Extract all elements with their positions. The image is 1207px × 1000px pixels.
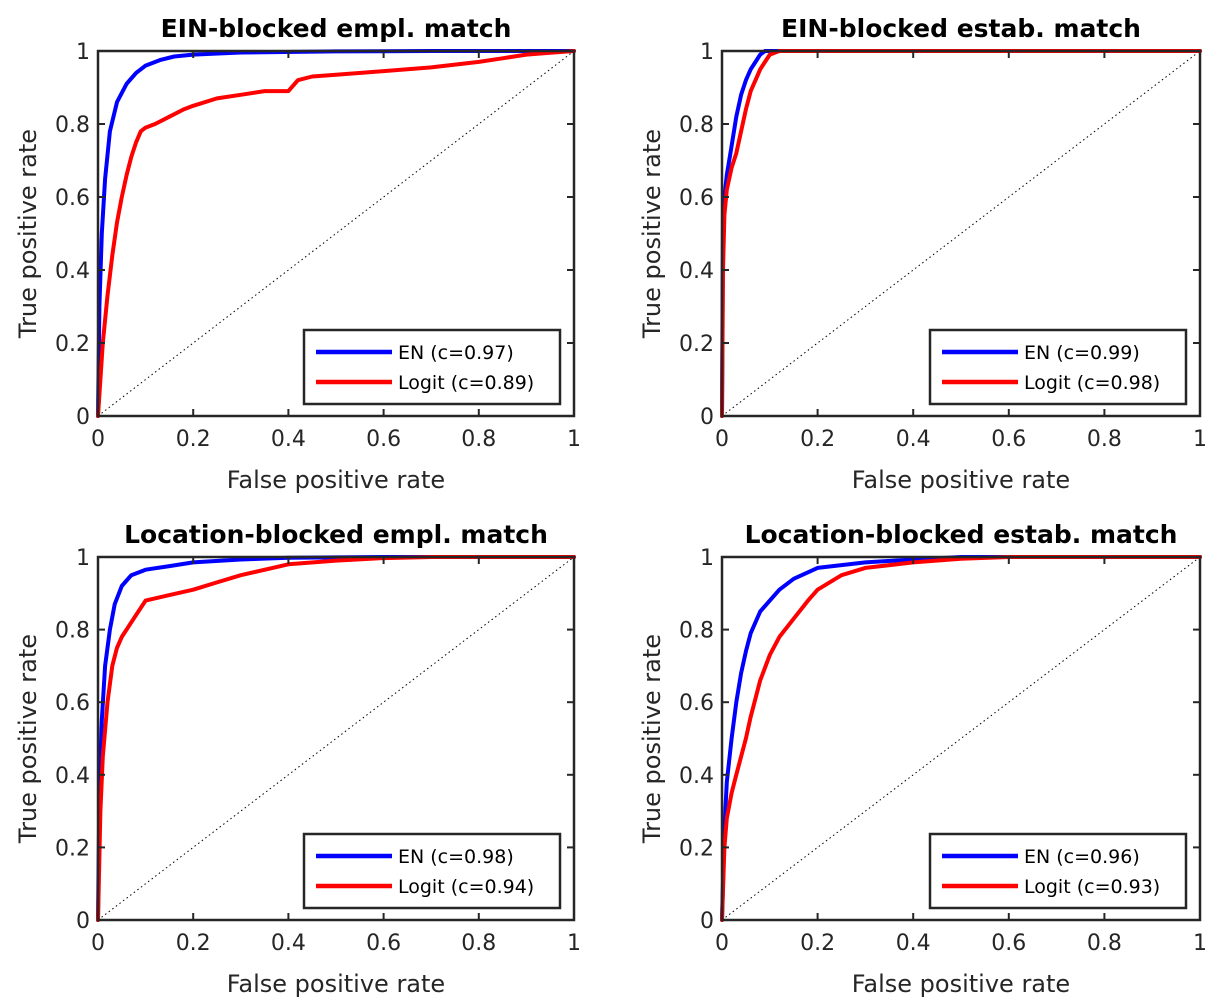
x-tick-label: 0.8	[1087, 427, 1122, 452]
y-tick-label: 0	[700, 909, 714, 934]
x-tick-label: 0.8	[1087, 931, 1122, 956]
y-tick-label: 0.6	[55, 691, 90, 716]
y-tick-label: 0.2	[55, 332, 90, 357]
x-tick-label: 1	[1193, 427, 1207, 452]
y-tick-label: 0.4	[679, 259, 714, 284]
y-tick-label: 1	[700, 40, 714, 65]
x-tick-label: 0.2	[800, 427, 835, 452]
x-tick-label: 0.8	[461, 931, 496, 956]
x-axis-label: False positive rate	[852, 970, 1070, 998]
y-tick-label: 0.8	[679, 113, 714, 138]
roc-panel-1: 0 0.2 0.4 0.6 0.8 1 0 0.2 0.4 0.6 0.8 1 EIN-blocked …	[14, 14, 581, 494]
x-tick-label: 0.2	[176, 931, 211, 956]
legend: EN (c=0.99) Logit (c=0.98)	[928, 328, 1188, 406]
legend-box	[302, 832, 562, 910]
y-tick-label: 0.4	[679, 764, 714, 789]
x-axis-label: False positive rate	[852, 466, 1070, 494]
legend-box	[928, 328, 1188, 406]
legend-entry: Logit (c=0.93)	[1024, 876, 1160, 898]
y-tick-label: 1	[76, 40, 90, 65]
logit-roc-curve	[96, 49, 576, 418]
x-tick-label: 0.2	[176, 427, 211, 452]
y-tick-label: 1	[700, 546, 714, 571]
x-tick-label: 1	[567, 931, 581, 956]
y-tick-label: 0.8	[679, 619, 714, 644]
y-tick-label: 0.2	[679, 836, 714, 861]
axes-box	[720, 555, 1202, 922]
y-tick-label: 0	[76, 405, 90, 430]
legend-box	[302, 328, 562, 406]
chance-diagonal	[97, 50, 575, 417]
logit-roc-curve	[720, 555, 1202, 922]
x-tick-label: 0	[91, 931, 105, 956]
y-tick-label: 1	[76, 546, 90, 571]
y-tick-label: 0.2	[55, 836, 90, 861]
x-tick-label: 0	[715, 427, 729, 452]
y-axis-label: True positive rate	[14, 129, 42, 339]
chance-diagonal	[721, 50, 1201, 417]
logit-roc-curve	[96, 555, 576, 922]
chart-title: EIN-blocked empl. match	[161, 14, 512, 43]
logit-roc-curve	[720, 49, 1202, 418]
x-tick-label: 0.4	[271, 427, 306, 452]
x-tick-label: 0	[91, 427, 105, 452]
y-axis-label: True positive rate	[638, 634, 666, 844]
x-tick-label: 0.6	[366, 931, 401, 956]
y-tick-label: 0.6	[679, 691, 714, 716]
y-tick-label: 0.8	[55, 113, 90, 138]
x-axis-label: False positive rate	[227, 970, 445, 998]
y-tick-label: 0.8	[55, 619, 90, 644]
roc-panel-3: 0 0.2 0.4 0.6 0.8 1 0 0.2 0.4 0.6 0.8 1 Location-blo…	[14, 520, 581, 998]
legend-entry: EN (c=0.97)	[398, 342, 514, 364]
x-tick-label: 0	[715, 931, 729, 956]
x-tick-label: 0.6	[366, 427, 401, 452]
legend-entry: EN (c=0.98)	[398, 846, 514, 868]
axes-box	[96, 49, 576, 418]
axes-box	[96, 555, 576, 922]
x-tick-label: 0.4	[896, 931, 931, 956]
y-tick-label: 0	[700, 405, 714, 430]
x-tick-label: 1	[1193, 931, 1207, 956]
y-tick-label: 0.4	[55, 764, 90, 789]
y-axis-label: True positive rate	[638, 129, 666, 339]
en-roc-curve	[720, 555, 1202, 922]
chart-title: Location-blocked estab. match	[745, 520, 1178, 549]
chart-title: EIN-blocked estab. match	[781, 14, 1141, 43]
y-axis-label: True positive rate	[14, 634, 42, 844]
legend-entry: EN (c=0.96)	[1024, 846, 1140, 868]
y-tick-label: 0.4	[55, 259, 90, 284]
y-tick-label: 0.6	[55, 186, 90, 211]
legend: EN (c=0.98) Logit (c=0.94)	[302, 832, 562, 910]
x-axis-label: False positive rate	[227, 466, 445, 494]
chance-diagonal	[97, 556, 575, 921]
roc-panel-4: 0 0.2 0.4 0.6 0.8 1 0 0.2 0.4 0.6 0.8 1 Location-blo…	[638, 520, 1207, 998]
legend-entry: Logit (c=0.98)	[1024, 372, 1160, 394]
chart-title: Location-blocked empl. match	[124, 520, 548, 549]
y-tick-label: 0	[76, 909, 90, 934]
x-tick-label: 0.4	[271, 931, 306, 956]
legend-entry: EN (c=0.99)	[1024, 342, 1140, 364]
legend-entry: Logit (c=0.94)	[398, 876, 534, 898]
chance-diagonal	[721, 556, 1201, 921]
legend-entry: Logit (c=0.89)	[398, 372, 534, 394]
x-tick-label: 0.6	[991, 427, 1026, 452]
x-tick-label: 0.8	[461, 427, 496, 452]
roc-panel-2: 0 0.2 0.4 0.6 0.8 1 0 0.2 0.4 0.6 0.8 1 EIN-blocked …	[638, 14, 1207, 494]
x-tick-label: 0.6	[991, 931, 1026, 956]
x-tick-label: 1	[567, 427, 581, 452]
legend-box	[928, 832, 1188, 910]
y-tick-label: 0.6	[679, 186, 714, 211]
x-tick-label: 0.2	[800, 931, 835, 956]
x-tick-label: 0.4	[896, 427, 931, 452]
axes-box	[720, 49, 1202, 418]
y-tick-label: 0.2	[679, 332, 714, 357]
legend: EN (c=0.97) Logit (c=0.89)	[302, 328, 562, 406]
legend: EN (c=0.96) Logit (c=0.93)	[928, 832, 1188, 910]
